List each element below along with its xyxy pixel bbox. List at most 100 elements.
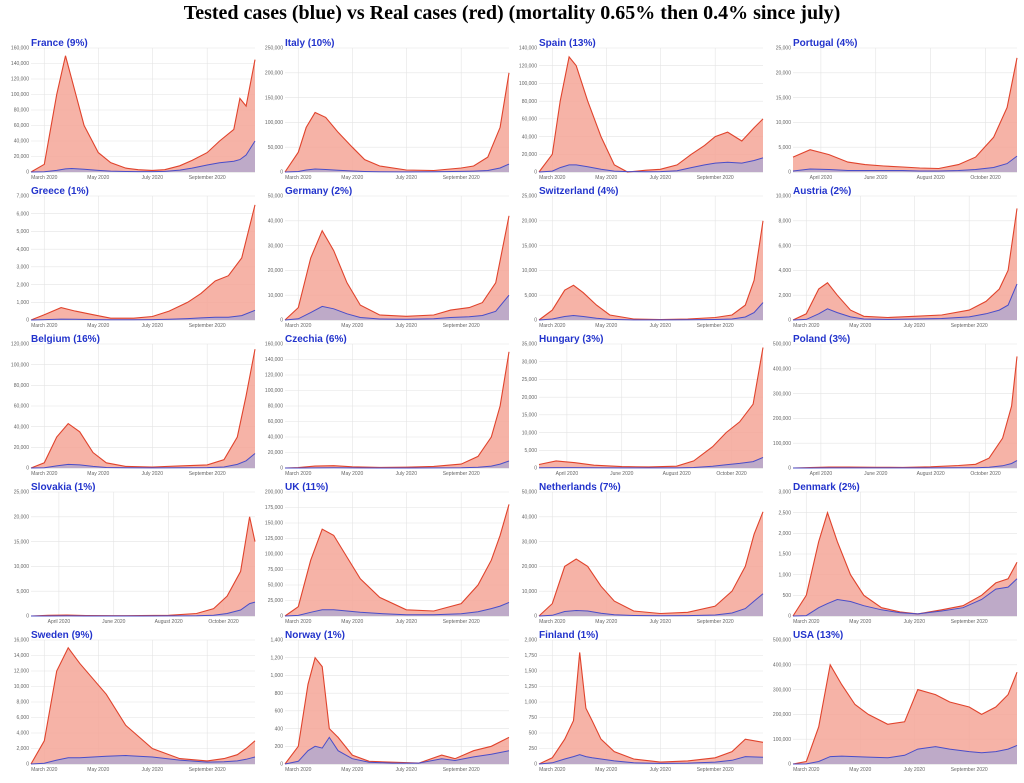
- y-tick-label: 15,000: [776, 95, 792, 101]
- y-tick-label: 30,000: [268, 243, 284, 249]
- chart-title: Poland (3%): [793, 334, 850, 345]
- y-tick-label: 150,000: [265, 521, 283, 527]
- real-cases-area: [285, 504, 509, 616]
- y-tick-label: 80,000: [14, 108, 30, 114]
- x-tick-label: May 2020: [595, 175, 617, 181]
- chart-title: France (9%): [31, 38, 88, 49]
- chart-panel: Norway (1%) 0 200 400 600 800 1,000 1,200 1,400 M…: [261, 628, 513, 776]
- chart-panel: Finland (1%) 0 250 500 750 1,000 1,250 1,500 1,7…: [515, 628, 767, 776]
- x-tick-label: July 2020: [396, 175, 418, 181]
- x-tick-label: May 2020: [595, 767, 617, 773]
- y-tick-label: 100,000: [519, 81, 537, 87]
- chart-svg: Finland (1%) 0 250 500 750 1,000 1,250 1,500 1,7…: [524, 630, 764, 773]
- real-cases-area: [793, 208, 1017, 320]
- x-tick-label: March 2020: [31, 323, 58, 329]
- tested-cases-line: [793, 460, 1018, 469]
- chart-title: UK (11%): [285, 482, 328, 493]
- y-tick-label: 500,000: [773, 638, 791, 644]
- chart-svg: Spain (13%) 0 20,000 40,000 60,000 80,000 100,…: [519, 38, 764, 181]
- x-tick-label: May 2020: [849, 619, 871, 625]
- x-tick-label: September 2020: [697, 619, 734, 625]
- real-cases-area: [793, 512, 1017, 616]
- chart-panel: Czechia (6%) 0 20,000 40,000 60,000 80,000 100…: [261, 332, 513, 480]
- x-tick-label: May 2020: [595, 619, 617, 625]
- chart-panel: Belgium (16%) 0 20,000 40,000 60,000 80,000 10…: [7, 332, 259, 480]
- x-tick-label: May 2020: [341, 767, 363, 773]
- y-tick-label: 100,000: [773, 441, 791, 447]
- real-cases-area: [31, 349, 255, 468]
- y-tick-label: 100,000: [11, 92, 29, 98]
- y-tick-label: 50,000: [522, 490, 538, 496]
- x-tick-label: May 2020: [87, 471, 109, 477]
- y-tick-label: 8,000: [778, 219, 791, 225]
- tested-cases-area: [285, 737, 509, 764]
- x-tick-label: August 2020: [155, 619, 183, 625]
- real-cases-area: [793, 57, 1017, 172]
- tested-cases-line: [30, 453, 256, 469]
- y-tick-label: 4,000: [778, 268, 791, 274]
- real-cases-line: [538, 511, 764, 617]
- x-tick-label: September 2020: [189, 323, 226, 329]
- x-tick-label: September 2020: [697, 323, 734, 329]
- x-tick-label: April 2020: [556, 471, 579, 477]
- x-tick-label: June 2020: [102, 619, 126, 625]
- tested-cases-area: [539, 593, 763, 616]
- real-cases-line: [792, 57, 1018, 170]
- x-tick-label: September 2020: [697, 767, 734, 773]
- chart-title: Spain (13%): [539, 38, 596, 49]
- y-tick-label: 20,000: [776, 71, 792, 77]
- y-tick-label: 80,000: [522, 99, 538, 105]
- x-tick-label: May 2020: [849, 323, 871, 329]
- tested-cases-line: [538, 754, 764, 765]
- y-tick-label: 20,000: [268, 450, 284, 456]
- tested-cases-line: [284, 736, 510, 765]
- y-tick-label: 15,000: [522, 243, 538, 249]
- y-tick-label: 0: [788, 318, 791, 324]
- y-tick-label: 10,000: [14, 684, 30, 690]
- x-tick-label: May 2020: [87, 323, 109, 329]
- real-cases-line: [30, 516, 256, 617]
- y-tick-label: 0: [280, 466, 283, 472]
- y-tick-label: 10,000: [522, 268, 538, 274]
- x-tick-label: March 2020: [539, 175, 566, 181]
- tested-cases-area: [793, 156, 1017, 172]
- x-tick-label: July 2020: [396, 619, 418, 625]
- y-tick-label: 0: [534, 170, 537, 176]
- chart-svg: Austria (2%) 0 2,000 4,000 6,000 8,000 10,000 M…: [776, 186, 1018, 329]
- x-tick-label: March 2020: [793, 619, 820, 625]
- tested-cases-line: [30, 309, 256, 321]
- y-tick-label: 300,000: [773, 391, 791, 397]
- tested-cases-area: [539, 754, 763, 764]
- y-tick-label: 140,000: [265, 357, 283, 363]
- y-tick-label: 50,000: [268, 583, 284, 589]
- y-tick-label: 500: [529, 731, 538, 737]
- y-tick-label: 0: [26, 170, 29, 176]
- real-cases-line: [284, 72, 510, 173]
- y-tick-label: 140,000: [11, 61, 29, 67]
- x-tick-label: July 2020: [396, 471, 418, 477]
- y-tick-label: 200,000: [265, 71, 283, 77]
- y-tick-label: 5,000: [16, 589, 29, 595]
- y-tick-label: 2,500: [778, 510, 791, 516]
- y-tick-label: 1,000: [270, 673, 283, 679]
- y-tick-label: 12,000: [14, 669, 30, 675]
- chart-panel: Slovakia (1%) 0 5,000 10,000 15,000 20,000 25,…: [7, 480, 259, 628]
- y-tick-label: 30,000: [522, 359, 538, 365]
- y-tick-label: 10,000: [776, 194, 792, 200]
- y-tick-label: 10,000: [268, 293, 284, 299]
- chart-svg: Germany (2%) 0 10,000 20,000 30,000 40,000 50,…: [268, 186, 510, 329]
- y-tick-label: 0: [26, 318, 29, 324]
- tested-cases-line: [792, 578, 1018, 617]
- x-tick-label: October 2020: [208, 619, 239, 625]
- x-tick-label: May 2020: [341, 323, 363, 329]
- y-tick-label: 2,000: [16, 282, 29, 288]
- tested-cases-area: [793, 578, 1017, 616]
- real-cases-line: [284, 504, 510, 617]
- y-tick-label: 200: [275, 744, 284, 750]
- chart-panel: UK (11%) 0 25,000 50,000 75,000 100,000 125,00…: [261, 480, 513, 628]
- y-tick-label: 400,000: [773, 367, 791, 373]
- y-tick-label: 25,000: [268, 598, 284, 604]
- real-cases-line: [538, 220, 764, 321]
- tested-cases-line: [285, 460, 510, 469]
- y-tick-label: 15,000: [522, 413, 538, 419]
